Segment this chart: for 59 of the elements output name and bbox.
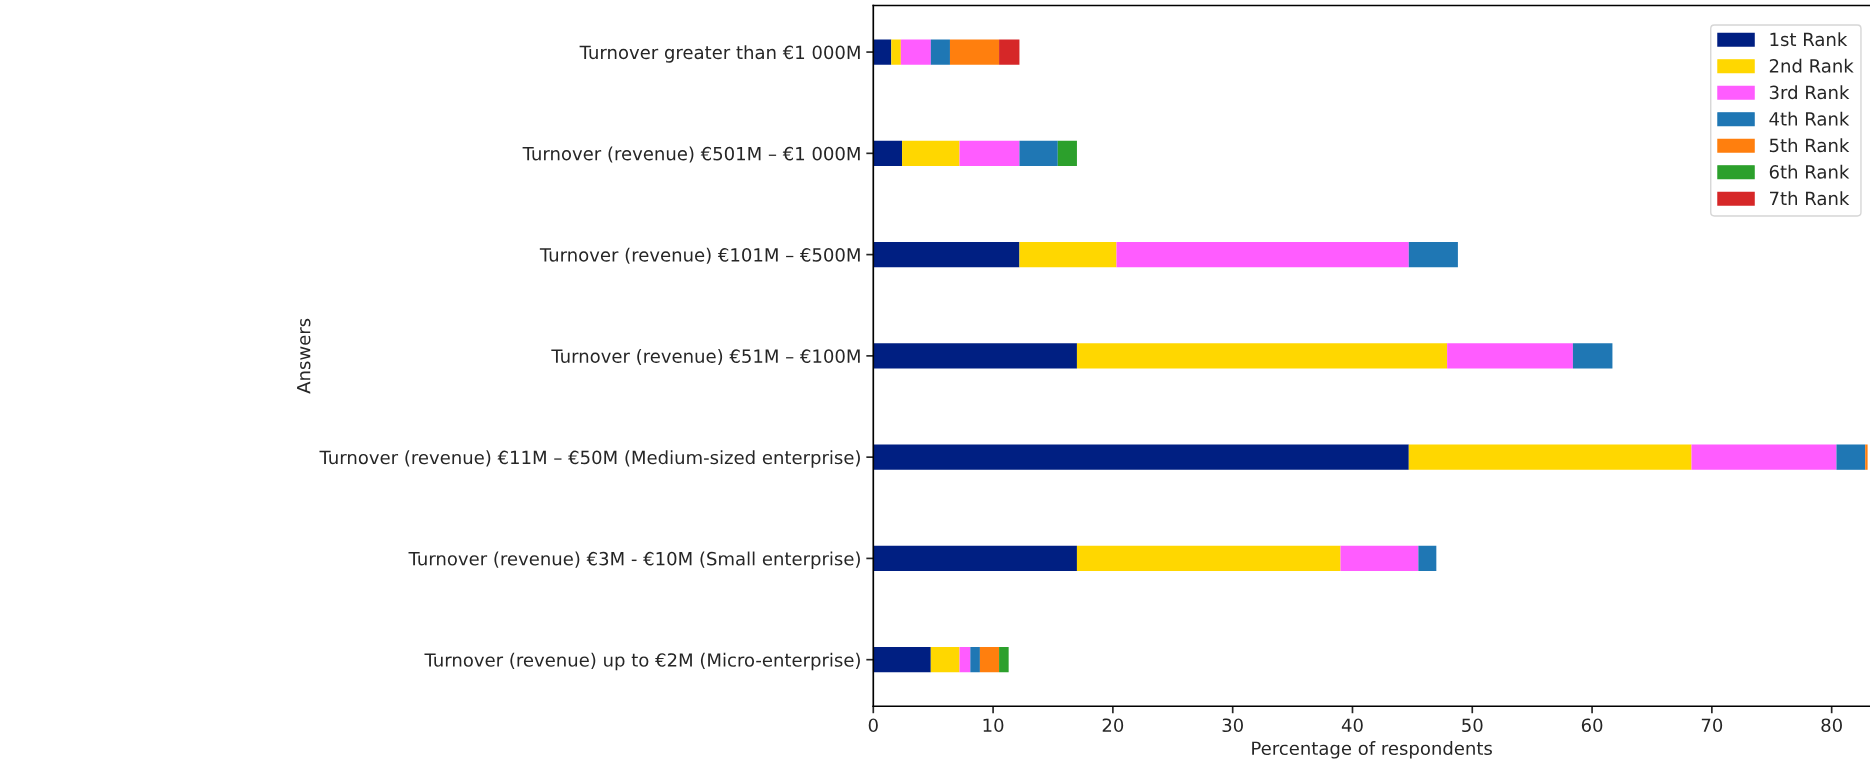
bar (930, 647, 960, 673)
legend-label: 2nd Rank (1769, 58, 1854, 73)
bar (873, 140, 903, 166)
bar (873, 39, 892, 65)
x-tick-label: 10 (983, 718, 1004, 733)
bar (873, 343, 1077, 369)
bar (1836, 444, 1866, 470)
bar (930, 39, 950, 65)
bar (1057, 140, 1077, 166)
y-tick-label: Turnover (revenue) €11M – €50M (Medium-sized enterprise) (319, 450, 860, 468)
x-tick-label: 40 (1341, 718, 1363, 733)
bar (1076, 545, 1341, 572)
legend-label: 6th Rank (1769, 164, 1850, 179)
y-axis-title: Answers (297, 318, 311, 394)
bar (900, 39, 931, 65)
bar (999, 647, 1009, 673)
legend-label: 4th Rank (1769, 111, 1850, 126)
x-tick-label: 0 (868, 718, 878, 733)
bar (1019, 241, 1117, 268)
bar (873, 241, 1020, 268)
bar (1691, 444, 1837, 470)
legend-label: 7th Rank (1770, 191, 1850, 206)
bar (1408, 444, 1692, 470)
x-tick-label: 70 (1701, 718, 1723, 733)
bar (1076, 343, 1448, 369)
bar (902, 140, 960, 166)
x-tick-label: 20 (1102, 718, 1124, 733)
y-tick-label: Turnover (revenue) €501M – €1 000M (522, 146, 860, 163)
bar (1408, 241, 1458, 268)
x-tick-label: 80 (1821, 718, 1842, 733)
legend-label: 5th Rank (1769, 138, 1850, 153)
x-axis-title: Percentage of respondents (1252, 741, 1492, 759)
bar (1116, 241, 1409, 268)
bar (949, 39, 1000, 65)
bar (999, 39, 1020, 65)
bar (1865, 444, 1868, 470)
y-tick-label: Turnover (revenue) up to €2M (Micro-enterprise) (424, 652, 860, 671)
legend-label: 3rd Rank (1769, 85, 1850, 100)
bar (1418, 545, 1437, 572)
bar (1340, 545, 1419, 572)
bar (1572, 343, 1613, 369)
y-tick-label: Turnover (revenue) €51M – €100M (551, 349, 860, 366)
bar (1019, 140, 1058, 166)
bar (873, 444, 1409, 470)
y-tick-label: Turnover (revenue) €3M - €10M (Small enterprise) (408, 551, 860, 570)
y-tick-label: Turnover greater than €1 000M (579, 45, 860, 63)
y-tick-label: Turnover (revenue) €101M – €500M (539, 247, 860, 264)
legend-label: 1st Rank (1770, 32, 1848, 47)
bar (873, 545, 1077, 572)
bar (959, 647, 971, 673)
x-tick-label: 60 (1581, 718, 1603, 733)
bar (959, 140, 1020, 166)
bar (873, 647, 931, 673)
bar (891, 39, 901, 65)
x-tick-label: 30 (1222, 718, 1243, 733)
bar (970, 647, 980, 673)
x-tick-label: 50 (1462, 718, 1483, 733)
bar (979, 647, 1000, 673)
bar (1447, 343, 1573, 369)
